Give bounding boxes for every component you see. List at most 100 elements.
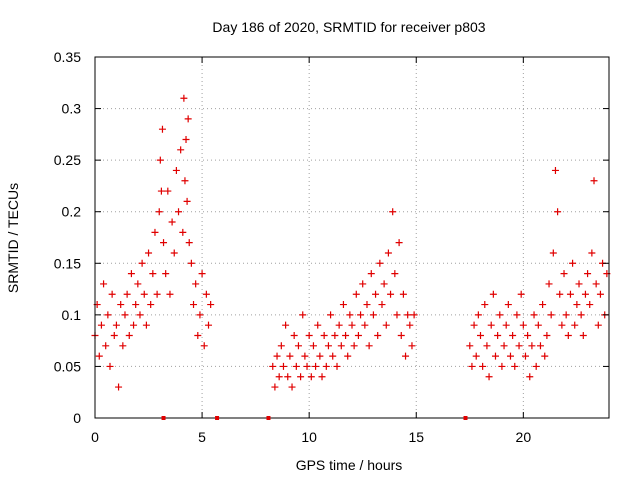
data-point xyxy=(577,311,585,319)
data-point xyxy=(374,331,382,339)
data-point xyxy=(140,290,148,298)
data-point xyxy=(307,373,315,381)
data-point xyxy=(145,249,153,257)
data-point xyxy=(282,321,290,329)
data-point xyxy=(134,280,142,288)
data-point xyxy=(297,373,305,381)
data-point xyxy=(466,342,474,350)
data-point xyxy=(395,239,403,247)
x-tick-label: 0 xyxy=(91,429,99,445)
data-point xyxy=(185,239,193,247)
data-point xyxy=(166,290,174,298)
data-point xyxy=(194,331,202,339)
data-point xyxy=(115,383,123,391)
data-point xyxy=(393,311,401,319)
data-point xyxy=(485,373,493,381)
data-point xyxy=(158,125,166,133)
data-point xyxy=(121,311,129,319)
data-point xyxy=(125,331,133,339)
x-tick-labels: 0 5 10 15 20 xyxy=(91,429,531,445)
data-point xyxy=(305,331,313,339)
data-point xyxy=(584,270,592,278)
data-point xyxy=(324,342,332,350)
data-point xyxy=(100,280,108,288)
data-point xyxy=(97,321,105,329)
data-point xyxy=(506,352,514,360)
data-point xyxy=(157,187,165,195)
data-point xyxy=(205,321,213,329)
data-point xyxy=(496,311,504,319)
data-point xyxy=(504,301,512,309)
data-point xyxy=(202,290,210,298)
data-point xyxy=(290,331,298,339)
chart-title: Day 186 of 2020, SRMTID for receiver p80… xyxy=(212,19,485,35)
data-point xyxy=(271,383,279,391)
data-point xyxy=(303,362,311,370)
data-point xyxy=(547,311,555,319)
gap-marker xyxy=(266,416,271,420)
data-point xyxy=(359,280,367,288)
data-point xyxy=(184,115,192,123)
data-point xyxy=(299,311,307,319)
data-point xyxy=(132,301,140,309)
gap-marker xyxy=(215,416,220,420)
x-axis-label: GPS time / hours xyxy=(296,457,403,473)
data-point xyxy=(196,311,204,319)
data-point xyxy=(95,352,103,360)
data-point xyxy=(277,342,285,350)
data-point xyxy=(549,249,557,257)
data-point xyxy=(182,136,190,144)
data-point xyxy=(322,362,330,370)
data-point xyxy=(329,352,337,360)
data-point xyxy=(333,362,341,370)
data-point xyxy=(309,342,317,350)
data-point xyxy=(160,239,168,247)
data-point xyxy=(156,156,164,164)
data-point xyxy=(175,208,183,216)
data-points xyxy=(91,94,611,391)
x-tick-label: 15 xyxy=(408,429,424,445)
data-point xyxy=(387,290,395,298)
data-point xyxy=(117,301,125,309)
data-point xyxy=(170,249,178,257)
data-point xyxy=(526,373,534,381)
data-point xyxy=(320,331,328,339)
data-point xyxy=(408,342,416,350)
data-point xyxy=(127,270,135,278)
data-point xyxy=(491,352,499,360)
data-point xyxy=(335,321,343,329)
data-point xyxy=(301,352,309,360)
data-point xyxy=(571,321,579,329)
y-tick-label: 0.25 xyxy=(54,152,81,168)
data-point xyxy=(207,301,215,309)
data-point xyxy=(470,321,478,329)
data-point xyxy=(177,146,185,154)
data-point xyxy=(483,342,491,350)
data-point xyxy=(389,208,397,216)
data-point xyxy=(569,259,577,267)
data-point xyxy=(119,342,127,350)
data-point xyxy=(369,311,377,319)
data-point xyxy=(382,321,390,329)
data-point xyxy=(481,301,489,309)
data-point xyxy=(530,311,538,319)
data-point xyxy=(342,331,350,339)
data-point xyxy=(192,280,200,288)
data-point xyxy=(110,331,118,339)
data-point xyxy=(487,321,495,329)
data-point xyxy=(190,301,198,309)
data-point xyxy=(541,352,549,360)
data-point xyxy=(588,249,596,257)
data-point xyxy=(573,301,581,309)
data-point xyxy=(142,321,150,329)
data-point xyxy=(102,342,110,350)
y-tick-label: 0.15 xyxy=(54,255,81,271)
data-point xyxy=(286,352,294,360)
data-point xyxy=(554,208,562,216)
data-point xyxy=(151,228,159,236)
data-point xyxy=(106,362,114,370)
data-point xyxy=(594,321,602,329)
data-point xyxy=(376,259,384,267)
data-point xyxy=(350,342,358,350)
y-tick-label: 0.3 xyxy=(62,101,82,117)
